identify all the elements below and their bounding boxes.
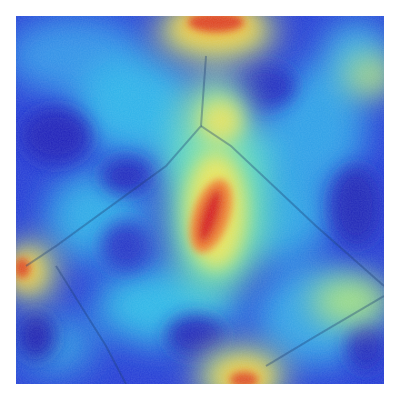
heatmap-image	[16, 16, 384, 384]
heatmap-canvas	[16, 16, 384, 384]
